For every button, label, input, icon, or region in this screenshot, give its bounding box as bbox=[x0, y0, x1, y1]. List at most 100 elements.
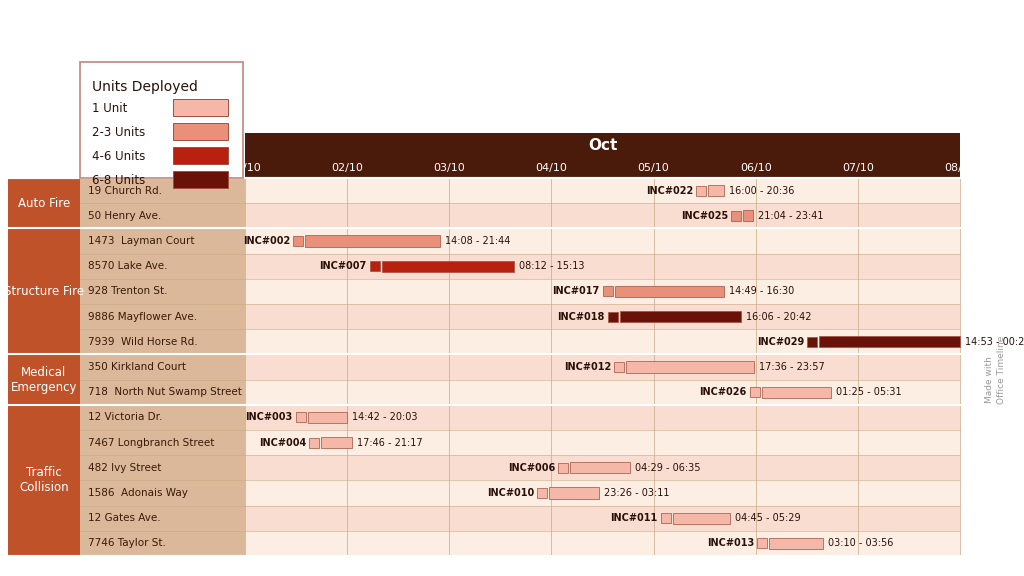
FancyBboxPatch shape bbox=[570, 462, 631, 473]
Text: 04:45 - 05:29: 04:45 - 05:29 bbox=[735, 513, 801, 523]
FancyBboxPatch shape bbox=[245, 229, 961, 253]
Text: INC#012: INC#012 bbox=[564, 362, 611, 372]
FancyBboxPatch shape bbox=[807, 337, 817, 347]
FancyBboxPatch shape bbox=[245, 158, 961, 178]
Text: INC#018: INC#018 bbox=[557, 312, 605, 321]
FancyBboxPatch shape bbox=[245, 430, 961, 455]
Text: INC#026: INC#026 bbox=[699, 387, 746, 397]
Text: 2-3 Units: 2-3 Units bbox=[92, 126, 145, 138]
FancyBboxPatch shape bbox=[8, 405, 80, 556]
FancyBboxPatch shape bbox=[80, 304, 245, 329]
FancyBboxPatch shape bbox=[602, 286, 612, 297]
Text: 1473  Layman Court: 1473 Layman Court bbox=[88, 236, 195, 246]
Text: 16:00 - 20:36: 16:00 - 20:36 bbox=[729, 185, 795, 196]
Text: INC#011: INC#011 bbox=[610, 513, 657, 523]
Text: 03:10 - 03:56: 03:10 - 03:56 bbox=[827, 539, 893, 548]
Text: 14:42 - 20:03: 14:42 - 20:03 bbox=[352, 412, 418, 422]
FancyBboxPatch shape bbox=[608, 312, 617, 321]
Text: Structure Fire: Structure Fire bbox=[4, 285, 84, 298]
FancyBboxPatch shape bbox=[614, 362, 625, 372]
Text: Medical
Emergency: Medical Emergency bbox=[10, 366, 77, 393]
FancyBboxPatch shape bbox=[80, 480, 245, 506]
Text: 50 Henry Ave.: 50 Henry Ave. bbox=[88, 211, 161, 221]
FancyBboxPatch shape bbox=[245, 405, 961, 430]
FancyBboxPatch shape bbox=[80, 229, 245, 253]
FancyBboxPatch shape bbox=[620, 311, 741, 322]
FancyBboxPatch shape bbox=[8, 229, 80, 354]
Text: 04/10: 04/10 bbox=[536, 163, 567, 173]
FancyBboxPatch shape bbox=[80, 531, 245, 556]
Text: 08/10: 08/10 bbox=[944, 163, 976, 173]
Text: 14:53 - 00:24: 14:53 - 00:24 bbox=[965, 337, 1024, 347]
FancyBboxPatch shape bbox=[296, 412, 306, 422]
FancyBboxPatch shape bbox=[80, 203, 245, 229]
Text: Made with: Made with bbox=[985, 357, 994, 403]
Text: 17:36 - 23:57: 17:36 - 23:57 bbox=[759, 362, 824, 372]
FancyBboxPatch shape bbox=[245, 178, 961, 203]
Text: Traffic
Collision: Traffic Collision bbox=[19, 467, 69, 494]
Text: 16:06 - 20:42: 16:06 - 20:42 bbox=[745, 312, 811, 321]
FancyBboxPatch shape bbox=[549, 487, 599, 499]
Text: 05/10: 05/10 bbox=[638, 163, 670, 173]
FancyBboxPatch shape bbox=[80, 380, 245, 405]
FancyBboxPatch shape bbox=[173, 123, 228, 140]
Text: 7746 Taylor St.: 7746 Taylor St. bbox=[88, 539, 166, 548]
Text: 19 Church Rd.: 19 Church Rd. bbox=[88, 185, 162, 196]
Text: INC#002: INC#002 bbox=[243, 236, 290, 246]
FancyBboxPatch shape bbox=[173, 171, 228, 188]
Text: 1586  Adonais Way: 1586 Adonais Way bbox=[88, 488, 187, 498]
Text: 17:46 - 21:17: 17:46 - 21:17 bbox=[357, 438, 423, 448]
Text: 350 Kirkland Court: 350 Kirkland Court bbox=[88, 362, 186, 372]
FancyBboxPatch shape bbox=[731, 211, 741, 221]
Text: INC#004: INC#004 bbox=[259, 438, 306, 448]
Text: INC#017: INC#017 bbox=[552, 286, 600, 297]
FancyBboxPatch shape bbox=[708, 185, 724, 196]
FancyBboxPatch shape bbox=[80, 455, 245, 480]
FancyBboxPatch shape bbox=[819, 336, 961, 347]
FancyBboxPatch shape bbox=[80, 506, 245, 531]
FancyBboxPatch shape bbox=[309, 438, 318, 448]
Text: INC#007: INC#007 bbox=[319, 261, 367, 271]
Text: 14:08 - 21:44: 14:08 - 21:44 bbox=[445, 236, 511, 246]
Text: Oct: Oct bbox=[588, 138, 617, 153]
FancyBboxPatch shape bbox=[80, 329, 245, 354]
FancyBboxPatch shape bbox=[769, 538, 823, 549]
FancyBboxPatch shape bbox=[80, 405, 245, 430]
Text: Units Deployed: Units Deployed bbox=[92, 80, 198, 94]
Text: 07/10: 07/10 bbox=[842, 163, 873, 173]
Text: Auto Fire: Auto Fire bbox=[17, 196, 70, 210]
FancyBboxPatch shape bbox=[757, 539, 767, 548]
FancyBboxPatch shape bbox=[245, 253, 961, 279]
FancyBboxPatch shape bbox=[743, 210, 753, 221]
FancyBboxPatch shape bbox=[173, 99, 228, 116]
FancyBboxPatch shape bbox=[80, 62, 243, 178]
Text: 718  North Nut Swamp Street: 718 North Nut Swamp Street bbox=[88, 387, 242, 397]
FancyBboxPatch shape bbox=[245, 304, 961, 329]
Text: 23:26 - 03:11: 23:26 - 03:11 bbox=[604, 488, 670, 498]
Text: 04:29 - 06:35: 04:29 - 06:35 bbox=[635, 463, 700, 473]
FancyBboxPatch shape bbox=[80, 430, 245, 455]
FancyBboxPatch shape bbox=[245, 203, 961, 229]
Text: INC#013: INC#013 bbox=[707, 539, 754, 548]
Text: 12 Victoria Dr.: 12 Victoria Dr. bbox=[88, 412, 163, 422]
Text: INC#025: INC#025 bbox=[681, 211, 728, 221]
FancyBboxPatch shape bbox=[245, 133, 961, 158]
FancyBboxPatch shape bbox=[673, 513, 730, 524]
FancyBboxPatch shape bbox=[245, 531, 961, 556]
FancyBboxPatch shape bbox=[750, 387, 760, 397]
Text: 7467 Longbranch Street: 7467 Longbranch Street bbox=[88, 438, 214, 448]
Text: 4-6 Units: 4-6 Units bbox=[92, 150, 145, 162]
Text: INC#022: INC#022 bbox=[646, 185, 693, 196]
Text: 01:25 - 05:31: 01:25 - 05:31 bbox=[836, 387, 902, 397]
Text: 482 Ivy Street: 482 Ivy Street bbox=[88, 463, 162, 473]
Text: 21:04 - 23:41: 21:04 - 23:41 bbox=[758, 211, 823, 221]
FancyBboxPatch shape bbox=[8, 178, 80, 229]
FancyBboxPatch shape bbox=[80, 279, 245, 304]
Text: 1 Unit: 1 Unit bbox=[92, 101, 127, 115]
FancyBboxPatch shape bbox=[80, 253, 245, 279]
FancyBboxPatch shape bbox=[245, 506, 961, 531]
FancyBboxPatch shape bbox=[305, 236, 440, 247]
FancyBboxPatch shape bbox=[308, 412, 347, 423]
FancyBboxPatch shape bbox=[8, 354, 80, 405]
Text: 8570 Lake Ave.: 8570 Lake Ave. bbox=[88, 261, 168, 271]
